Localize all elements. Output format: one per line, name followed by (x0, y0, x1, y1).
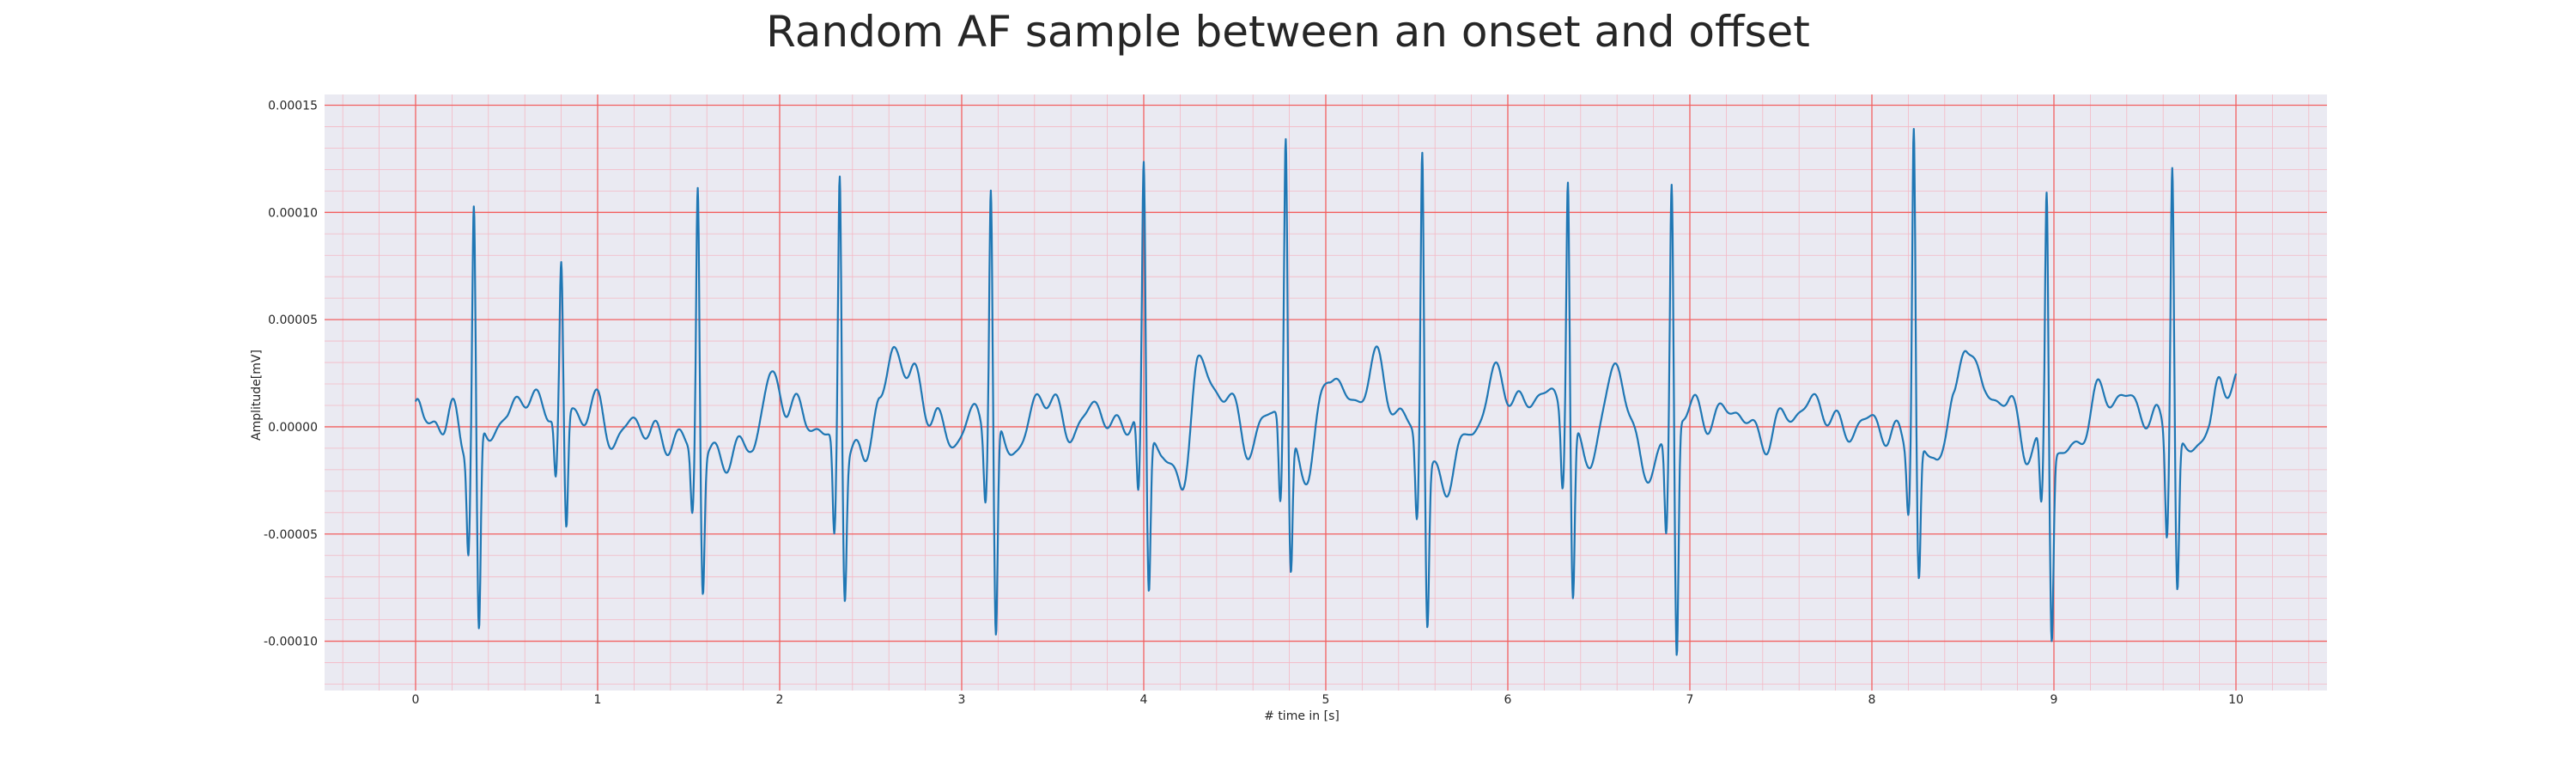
x-tick-label: 5 (1322, 693, 1330, 707)
x-axis-label: # time in [s] (1264, 709, 1340, 723)
x-tick-label: 2 (776, 693, 784, 707)
x-tick-label: 4 (1140, 693, 1148, 707)
x-tick-label: 3 (958, 693, 966, 707)
x-tick-label: 10 (2228, 693, 2244, 707)
y-tick-label: 0.00010 (268, 206, 318, 220)
y-tick-label: 0.00000 (268, 421, 318, 435)
x-tick-label: 6 (1504, 693, 1512, 707)
y-tick-label: -0.00005 (264, 528, 318, 542)
x-tick-label: 1 (594, 693, 602, 707)
y-tick-label: 0.00005 (268, 313, 318, 327)
x-tick-label: 0 (412, 693, 420, 707)
x-tick-label: 8 (1868, 693, 1876, 707)
y-tick-label: 0.00015 (268, 99, 318, 113)
y-axis-label: Amplitude[mV] (250, 350, 264, 441)
x-tick-label: 9 (2050, 693, 2058, 707)
x-tick-label: 7 (1686, 693, 1694, 707)
x-axis-ticks: 0 1 2 3 4 5 6 7 8 9 10 (412, 693, 2244, 707)
y-tick-label: -0.00010 (264, 636, 318, 649)
chart-title: Random AF sample between an onset and of… (766, 7, 1810, 57)
y-axis-ticks: 0.00015 0.00010 0.00005 0.00000 -0.00005 -0.0… (264, 99, 318, 648)
ecg-signal-line (414, 128, 2238, 656)
